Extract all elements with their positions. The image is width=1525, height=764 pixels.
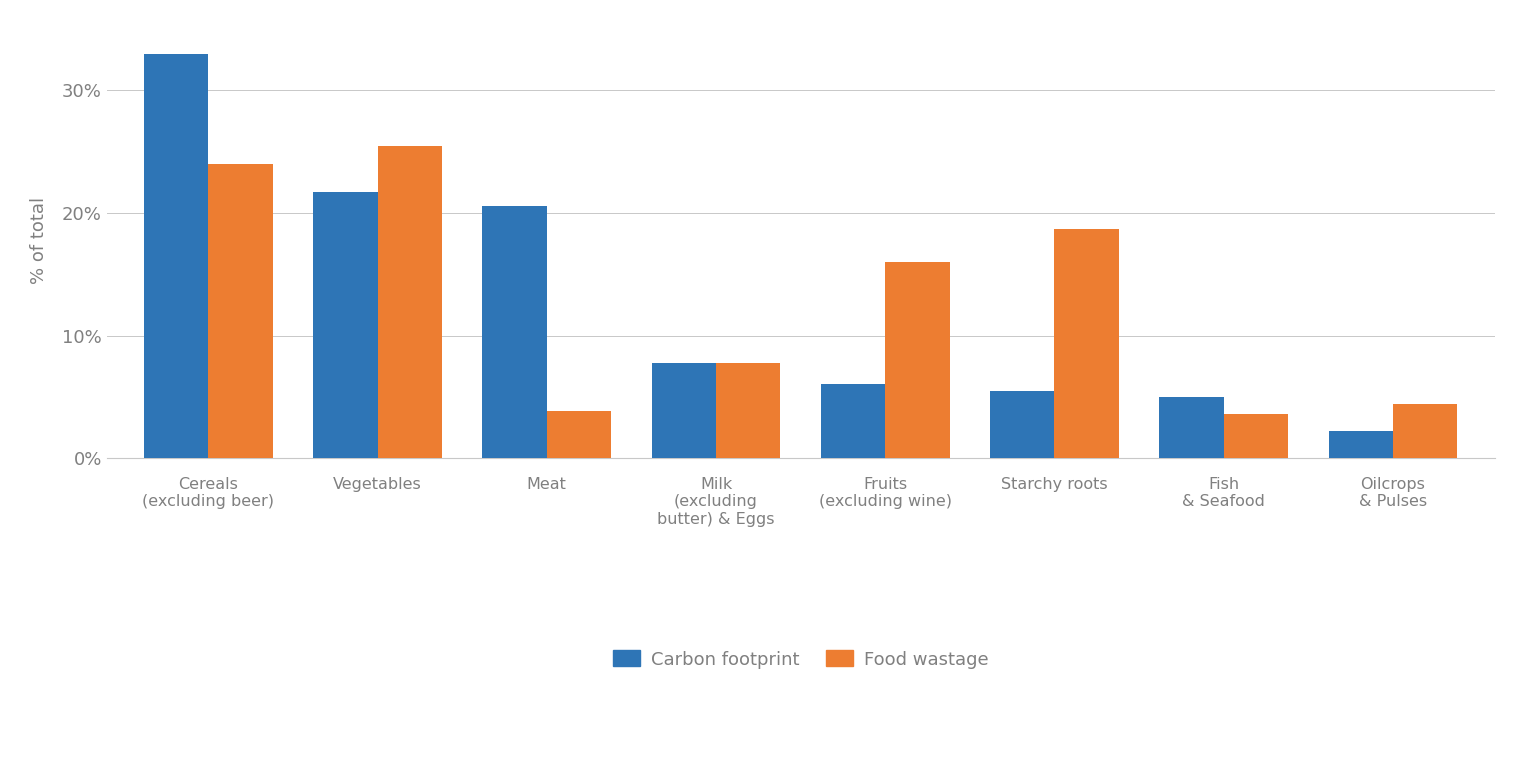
Bar	[1159, 397, 1223, 458]
Text: Fish
& Seafood: Fish & Seafood	[1182, 477, 1266, 509]
Text: Meat: Meat	[526, 477, 567, 492]
Bar	[143, 53, 209, 458]
Bar	[547, 410, 612, 458]
Text: Starchy roots: Starchy roots	[1002, 477, 1107, 492]
Y-axis label: % of total: % of total	[30, 197, 49, 284]
Bar	[209, 164, 273, 458]
Text: Milk
(excluding
butter) & Eggs: Milk (excluding butter) & Eggs	[657, 477, 775, 526]
Legend: Carbon footprint, Food wastage: Carbon footprint, Food wastage	[605, 643, 996, 676]
Bar	[820, 384, 884, 458]
Text: Cereals
(excluding beer): Cereals (excluding beer)	[142, 477, 274, 509]
Bar	[1223, 414, 1289, 458]
Bar	[1328, 432, 1392, 458]
Bar	[717, 363, 781, 458]
Bar	[990, 391, 1054, 458]
Bar	[1392, 404, 1458, 458]
Bar	[1054, 229, 1119, 458]
Text: Oilcrops
& Pulses: Oilcrops & Pulses	[1359, 477, 1427, 509]
Bar	[313, 193, 378, 458]
Text: Vegetables: Vegetables	[332, 477, 422, 492]
Bar	[482, 206, 547, 458]
Bar	[651, 363, 717, 458]
Bar	[378, 146, 442, 458]
Text: Fruits
(excluding wine): Fruits (excluding wine)	[819, 477, 952, 509]
Bar	[884, 262, 950, 458]
